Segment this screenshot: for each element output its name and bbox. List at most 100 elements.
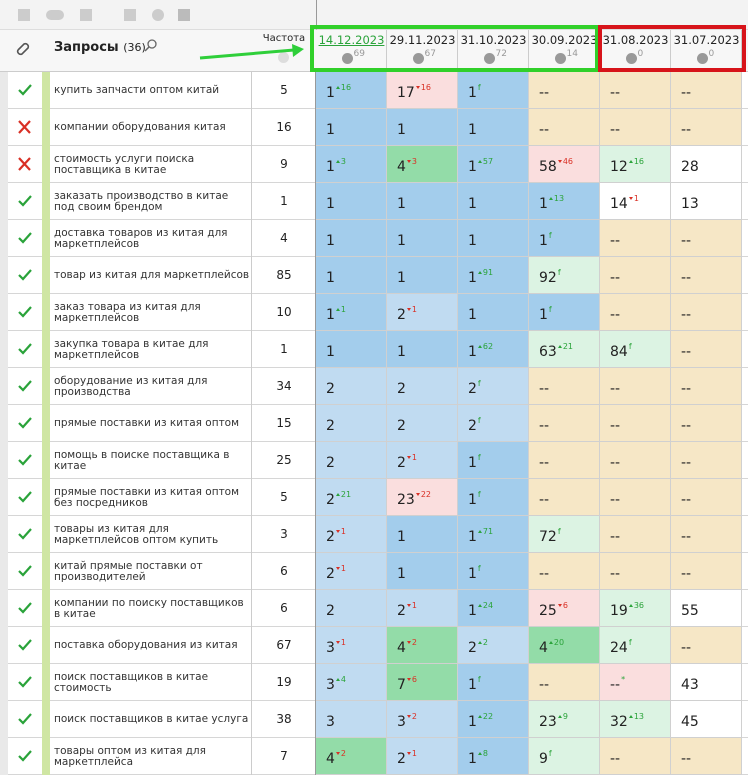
position-change: f: [478, 490, 481, 499]
position-cell: 1 57: [458, 146, 529, 183]
change-value: f: [628, 638, 632, 647]
position: --: [681, 455, 692, 471]
change-value: 36: [633, 601, 645, 610]
position: --: [681, 85, 692, 101]
direction-arrow: [335, 678, 340, 681]
position-cell: 2: [316, 442, 387, 479]
position-cell: 1 91: [458, 257, 529, 294]
freq-icon: [278, 52, 289, 63]
date-label[interactable]: 14.12.2023: [318, 33, 385, 47]
sort-icon[interactable]: [18, 9, 30, 21]
change-value: 2: [340, 749, 347, 758]
direction-arrow: [406, 715, 411, 718]
save-icon[interactable]: [124, 9, 136, 21]
position: 19: [610, 603, 628, 619]
change-value: 1: [340, 527, 347, 536]
status-bar: [42, 220, 50, 257]
status-cell: [8, 220, 42, 257]
position-cell: 1: [458, 183, 529, 220]
position-cell: 1: [387, 220, 458, 257]
position: 1: [397, 566, 406, 582]
check-icon: [18, 676, 32, 688]
row-strip: [0, 220, 8, 257]
change-value: 57: [482, 157, 494, 166]
change-value: f: [477, 453, 481, 462]
position-change: 6: [557, 601, 568, 610]
toggle-icon[interactable]: [46, 10, 64, 20]
date-label[interactable]: 31.07.2023: [673, 33, 740, 47]
freq-border: [315, 405, 316, 442]
change-value: 3: [411, 157, 418, 166]
check-icon: [18, 602, 32, 614]
position-change: f: [478, 379, 481, 388]
date-label[interactable]: 31.10.2023: [460, 33, 527, 47]
query: товары оптом из китая для маркетплейса: [54, 744, 206, 768]
color-icon[interactable]: [152, 9, 164, 21]
position: --: [610, 677, 621, 693]
position-cell: --*: [600, 664, 671, 701]
direction-arrow: [628, 604, 633, 607]
position: 1: [397, 233, 406, 249]
date-header[interactable]: 14.12.2023 69: [316, 30, 387, 72]
position-cell: --: [600, 72, 671, 109]
position: 1: [468, 270, 477, 286]
query-cell: товары оптом из китая для маркетплейса: [50, 738, 252, 775]
position: 32: [610, 714, 628, 730]
freq: 4: [280, 231, 288, 245]
position-change: 1: [406, 453, 417, 462]
query: закупка товара в китае для маркетплейсов: [54, 337, 209, 361]
freq: 9: [280, 157, 288, 171]
status-bar: [42, 257, 50, 294]
position-cell: --: [671, 72, 742, 109]
date-header[interactable]: 31.10.2023 72: [458, 30, 529, 72]
position-cell: --: [671, 368, 742, 405]
position: --: [539, 418, 550, 434]
position-cell: 1f: [458, 442, 529, 479]
position: 3: [326, 640, 335, 656]
date-label[interactable]: 30.09.2023: [531, 33, 598, 47]
font-icon[interactable]: [178, 9, 190, 21]
search-icon[interactable]: [144, 38, 158, 52]
link-icon[interactable]: [80, 9, 92, 21]
status-cell: [8, 72, 42, 109]
position-cell: 1: [316, 331, 387, 368]
position-cell: --: [671, 553, 742, 590]
position-cell: --: [600, 368, 671, 405]
freq-border: [315, 479, 316, 516]
row-strip: [0, 738, 8, 775]
status-cell: [8, 479, 42, 516]
query-cell: оборудование из китая для производства: [50, 368, 252, 405]
date-label[interactable]: 31.08.2023: [602, 33, 669, 47]
position: 2: [397, 455, 406, 471]
toolbar: [0, 0, 316, 30]
status-bar: [42, 294, 50, 331]
freq: 16: [276, 120, 292, 134]
position-cell: 1: [316, 220, 387, 257]
change-value: 22: [482, 712, 494, 721]
change-value: 62: [482, 342, 494, 351]
query: товары из китая для маркетплейсов оптом …: [54, 522, 219, 546]
position-cell: 1: [458, 109, 529, 146]
check-icon: [18, 84, 32, 96]
freq-border: [315, 590, 316, 627]
date-header[interactable]: 29.11.2023 67: [387, 30, 458, 72]
date-label[interactable]: 29.11.2023: [389, 33, 456, 47]
status-bar: [42, 442, 50, 479]
position: 1: [468, 492, 477, 508]
change-value: f: [477, 379, 481, 388]
position-cell: --: [529, 405, 600, 442]
freq-header[interactable]: Частота: [262, 33, 306, 44]
position-cell: 9f: [529, 738, 600, 775]
freq-border: [315, 109, 316, 146]
position: --: [610, 455, 621, 471]
position-change: f: [478, 416, 481, 425]
query-cell: товар из китая для маркетплейсов: [50, 257, 252, 294]
date-header[interactable]: 31.07.2023 0: [671, 30, 742, 72]
query-cell: поставка оборудования из китая: [50, 627, 252, 664]
freq-border: [315, 738, 316, 775]
date-header[interactable]: 31.08.2023 0: [600, 30, 671, 72]
direction-arrow: [406, 641, 411, 644]
position-cell: 4 20: [529, 627, 600, 664]
